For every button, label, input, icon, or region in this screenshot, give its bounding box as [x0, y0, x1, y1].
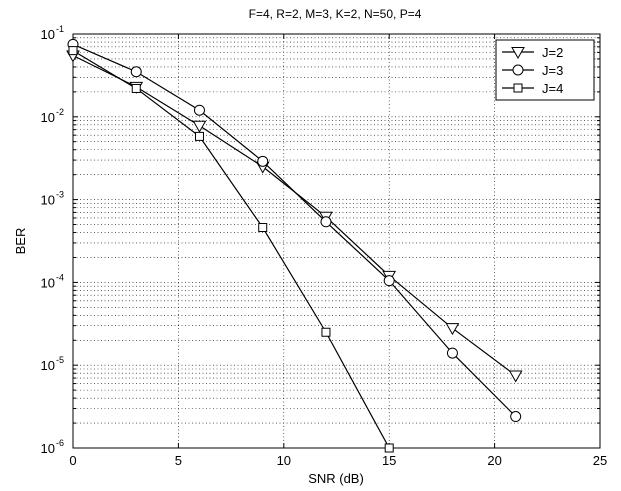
- series-line: [72, 50, 390, 449]
- x-tick-label: 20: [487, 453, 501, 468]
- y-tick-base: 10: [41, 110, 55, 125]
- y-tick-exponent: -5: [56, 355, 64, 365]
- legend: J=2 J=3 J=4: [495, 39, 595, 101]
- y-tick-label: 10 -2: [41, 107, 64, 125]
- series-J=2: [66, 50, 523, 383]
- y-tick-label: 10 -5: [41, 355, 64, 373]
- data-point: [384, 443, 394, 453]
- x-tick-label: 5: [175, 453, 182, 468]
- series-layer: [66, 38, 523, 453]
- legend-entry: J=3: [502, 63, 563, 78]
- data-point: [258, 223, 268, 233]
- data-point: [320, 216, 332, 228]
- x-axis-title: SNR (dB): [308, 471, 364, 486]
- data-point: [383, 275, 395, 287]
- y-tick-base: 10: [41, 358, 55, 373]
- legend-entry: J=4: [502, 81, 563, 96]
- y-tick-base: 10: [41, 275, 55, 290]
- data-point: [510, 411, 522, 423]
- x-tick-label: 0: [69, 453, 76, 468]
- y-tick-base: 10: [41, 441, 55, 456]
- y-tick-base: 10: [41, 27, 55, 42]
- y-tick-exponent: -6: [56, 438, 64, 448]
- x-tick-label: 25: [593, 453, 607, 468]
- data-point: [192, 120, 207, 133]
- chart-title: F=4, R=2, M=3, K=2, N=50, P=4: [249, 7, 422, 21]
- x-tick-label: 15: [382, 453, 396, 468]
- data-point: [194, 131, 204, 141]
- y-tick-label: 10 -4: [41, 272, 64, 290]
- data-point: [257, 155, 269, 167]
- data-point: [131, 83, 141, 93]
- legend-marker: [511, 47, 525, 60]
- y-axis-title: BER: [13, 228, 28, 255]
- series-J=4: [68, 46, 394, 453]
- data-point: [446, 347, 458, 359]
- data-point: [321, 327, 331, 337]
- legend-marker: [513, 83, 523, 93]
- series-line: [72, 43, 517, 417]
- y-tick-label: 10 -6: [41, 438, 64, 456]
- legend-label: J=4: [542, 81, 563, 96]
- legend-label: J=3: [542, 63, 563, 78]
- plot-frame: [72, 33, 601, 449]
- y-tick-label: 10 -1: [41, 24, 64, 42]
- grid: [73, 34, 600, 448]
- y-tick-base: 10: [41, 193, 55, 208]
- data-point: [508, 370, 523, 383]
- series-J=3: [67, 38, 522, 423]
- x-tick-label: 10: [277, 453, 291, 468]
- data-point: [445, 323, 460, 336]
- y-tick-exponent: -3: [56, 190, 64, 200]
- legend-entry: J=2: [502, 45, 563, 60]
- y-tick-label: 10 -3: [41, 190, 64, 208]
- data-point: [68, 46, 78, 56]
- data-point: [130, 66, 142, 78]
- y-tick-exponent: -4: [56, 272, 64, 282]
- legend-label: J=2: [542, 45, 563, 60]
- y-tick-exponent: -1: [56, 24, 64, 34]
- legend-marker: [512, 64, 524, 76]
- data-point: [193, 104, 205, 116]
- y-tick-exponent: -2: [56, 107, 64, 117]
